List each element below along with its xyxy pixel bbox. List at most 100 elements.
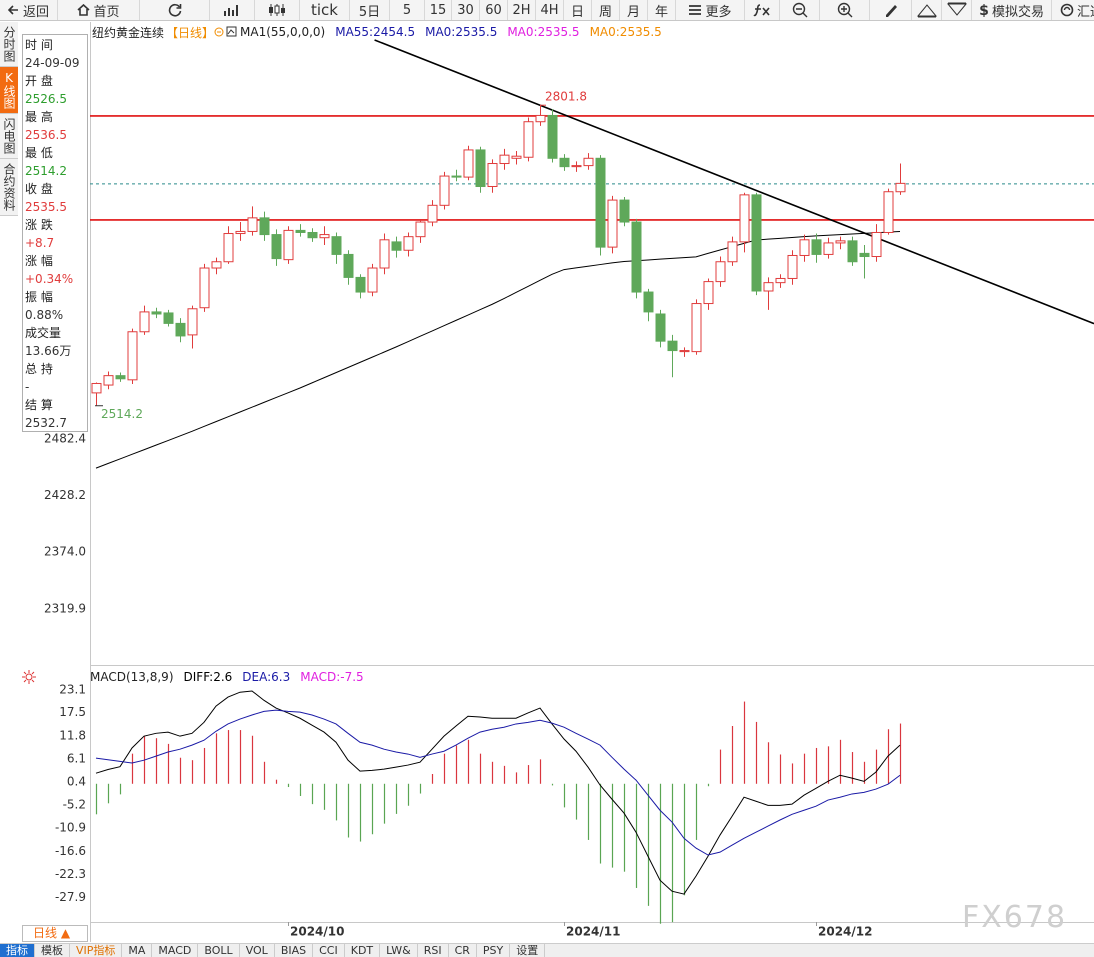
x-tick-label: 2024/10 — [290, 925, 344, 939]
period-button[interactable]: 15 — [425, 0, 452, 20]
x-tick-label: 2024/11 — [566, 925, 620, 939]
formula-button[interactable] — [745, 0, 780, 20]
info-label: 结 算 — [25, 398, 53, 412]
candle-body — [475, 149, 486, 188]
candle-body — [271, 234, 282, 260]
zoom-in-button[interactable] — [820, 0, 870, 20]
label: 更多 — [705, 4, 732, 20]
instrument-name: 纽约黄金连续 — [92, 25, 165, 40]
draw-button[interactable] — [870, 0, 912, 20]
indicator-tab[interactable]: 设置 — [510, 944, 546, 957]
sidebar: 分时图 K线图 闪电图 合约资料 — [0, 22, 18, 216]
period-button[interactable]: 5 — [390, 0, 425, 20]
y-tick-label: 6.1 — [67, 751, 86, 765]
sidebar-tab[interactable]: 闪电图 — [0, 114, 18, 159]
candle-body — [331, 236, 342, 255]
info-value: 13.66万 — [25, 344, 72, 358]
indicator-tab[interactable]: MACD — [152, 944, 199, 957]
refresh-button[interactable] — [140, 0, 210, 20]
back-button[interactable]: 返回 — [0, 0, 58, 20]
period-button[interactable]: 月 — [620, 0, 648, 20]
indicator-tab[interactable]: CCI — [313, 944, 345, 957]
indicator-tab[interactable]: LW& — [380, 944, 418, 957]
indicator-tab[interactable]: VOL — [240, 944, 275, 957]
candle-body — [715, 261, 726, 283]
info-value: 24-09-09 — [25, 56, 80, 70]
zoom-out-button[interactable] — [780, 0, 820, 20]
candle-body — [499, 154, 510, 165]
indicator-tab[interactable]: BIAS — [275, 944, 314, 957]
sidebar-tab[interactable]: K线图 — [0, 67, 18, 114]
indicator-tab[interactable]: BOLL — [198, 944, 240, 957]
period-button[interactable]: 2H — [508, 0, 536, 20]
indicator-tab[interactable]: MA — [122, 944, 153, 957]
label: 返回 — [22, 4, 49, 20]
up-button[interactable] — [912, 0, 942, 20]
candle-body — [319, 234, 330, 239]
period-button[interactable]: 年 — [648, 0, 676, 20]
indicator-tab[interactable]: 指标 — [0, 944, 35, 957]
label: 模拟交易 — [991, 4, 1044, 20]
indicator-tab[interactable]: KDT — [345, 944, 381, 957]
y-tick-label: -10.9 — [55, 821, 86, 835]
y-tick-label: -16.6 — [55, 844, 86, 858]
simulate-trade-button[interactable]: $ 模拟交易 — [972, 0, 1052, 20]
candle-body — [427, 204, 438, 223]
y-tick-label: 0.4 — [67, 775, 86, 789]
candle-body — [631, 221, 642, 293]
candle-body — [295, 229, 306, 233]
candle-body — [847, 240, 858, 263]
settings-icon — [22, 670, 36, 684]
period-button[interactable]: 5日 — [350, 0, 390, 20]
candle-body — [415, 221, 426, 238]
period-button[interactable]: 30 — [452, 0, 480, 20]
candle-body — [859, 252, 870, 258]
candle-body — [547, 114, 558, 159]
sidebar-tab[interactable]: 分时图 — [0, 22, 18, 67]
y-tick-label: -5.2 — [63, 797, 86, 811]
indicator-tab[interactable]: VIP指标 — [70, 944, 123, 957]
info-value: 2514.2 — [25, 164, 67, 178]
macd-legend: MACD(13,8,9) DIFF:2.6 DEA:6.3 MACD:-7.5 — [22, 669, 364, 685]
candle-body — [835, 240, 846, 244]
legend-item: DIFF:2.6 — [183, 670, 233, 684]
candle-body — [391, 241, 402, 251]
indicator-tab[interactable]: 模板 — [35, 944, 70, 957]
period-button[interactable]: tick — [300, 0, 350, 20]
more-button[interactable]: 更多 — [676, 0, 745, 20]
toolbar: 返回 首页 tick 5日 5 15 30 60 2H 4H 日 周 月 年 更… — [0, 0, 1094, 21]
indicator-name: MA1(55,0,0,0) — [240, 25, 326, 39]
info-value: 2526.5 — [25, 92, 67, 106]
huitong-button[interactable]: 汇通 — [1052, 0, 1094, 20]
down-button[interactable] — [942, 0, 972, 20]
home-button[interactable]: 首页 — [58, 0, 140, 20]
indicator-tab[interactable]: PSY — [477, 944, 511, 957]
info-label: 时 间 — [25, 38, 53, 52]
candle-body — [667, 340, 678, 352]
sidebar-tab[interactable]: 合约资料 — [0, 159, 18, 216]
period-selector[interactable]: 日线 ▲ — [22, 925, 88, 942]
main-legend: 纽约黄金连续 【日线】 MA1(55,0,0,0) MA55:2454.5 MA0… — [92, 24, 662, 40]
candle-body — [439, 175, 450, 206]
y-tick-label: -22.3 — [55, 867, 86, 881]
indicator-tab[interactable]: RSI — [418, 944, 449, 957]
period-label: 【日线】 — [166, 25, 215, 40]
candle-button[interactable] — [255, 0, 300, 20]
y-tick-label: 2428.2 — [44, 488, 86, 502]
period-button[interactable]: 60 — [480, 0, 508, 20]
period-button[interactable]: 周 — [592, 0, 620, 20]
candle-body — [247, 217, 258, 232]
candle-body — [595, 157, 606, 248]
info-label: 振 幅 — [25, 290, 53, 304]
macd-line — [95, 709, 901, 856]
candle-body — [199, 267, 210, 309]
candle-body — [559, 157, 570, 168]
indicator-tabs: 指标 模板 VIP指标 MA MACD BOLL VOL BIAS CCI KDT LW& RSI CR… — [0, 943, 1094, 957]
bar-chart-button[interactable] — [210, 0, 255, 20]
period-button[interactable]: 日 — [564, 0, 592, 20]
period-button[interactable]: 4H — [536, 0, 564, 20]
candle-body — [115, 375, 126, 380]
candle-body — [703, 281, 714, 305]
indicator-tab[interactable]: CR — [449, 944, 477, 957]
candle-body — [775, 277, 786, 284]
